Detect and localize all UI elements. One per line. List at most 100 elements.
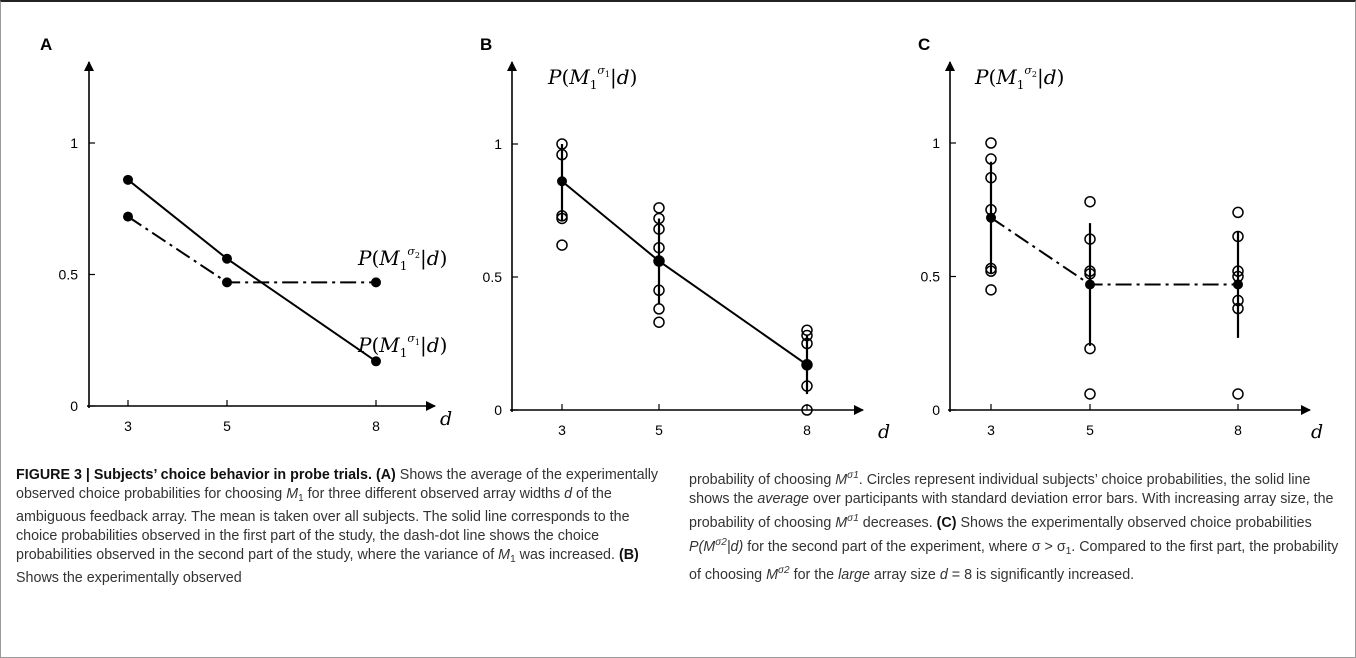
x-axis-label: d <box>878 421 890 443</box>
caption-math: M <box>766 567 779 583</box>
caption-text: > σ <box>1040 539 1066 555</box>
caption-math: P( <box>689 539 704 555</box>
caption-text: Shows the average of the experimentally … <box>16 467 659 502</box>
mean-point <box>986 212 996 223</box>
figure-charts: A B C 0 0.5 1 3 5 8 d 0 0.5 1 3 5 8 d 0 0.5 1 3 5 8 d P(M1… <box>40 35 1323 443</box>
caption-math: 1 <box>1065 546 1072 557</box>
mean-point <box>654 256 664 267</box>
panel-a: 0 0.5 1 3 5 8 d <box>59 61 452 434</box>
mean-point <box>371 356 381 367</box>
caption-math: M <box>703 539 716 555</box>
caption-text: probability of choosing <box>689 472 836 488</box>
panel-b-title: P(M1σ1|d) <box>547 64 637 92</box>
x-axis-label: d <box>440 408 452 430</box>
caption-text: for three different observed array width… <box>303 486 565 502</box>
subject-point <box>801 324 813 336</box>
x-tick-label: 8 <box>1234 422 1242 438</box>
y-tick-label: 0 <box>70 398 78 414</box>
series-line <box>127 179 377 363</box>
subject-point <box>1232 206 1244 219</box>
caption-text: for the second part of the experiment, w… <box>743 539 1041 555</box>
y-tick-label: 1 <box>494 136 502 152</box>
x-tick-label: 3 <box>987 422 995 438</box>
caption-math: M <box>498 547 511 563</box>
y-tick-label: 0 <box>494 402 502 418</box>
caption-math: M <box>835 515 848 531</box>
subject-point <box>985 137 997 149</box>
subject-point <box>653 303 665 315</box>
panel-b: 0 0.5 1 3 5 8 d <box>483 61 890 443</box>
panel-c: 0 0.5 1 3 5 8 d <box>921 61 1323 443</box>
caption-a-label: (A) <box>375 467 396 483</box>
caption-column-left: FIGURE 3 | Subjects’ choice behavior in … <box>16 466 671 588</box>
mean-point <box>222 277 232 288</box>
series-line <box>127 215 376 284</box>
x-tick-label: 8 <box>372 418 380 434</box>
panel-a-label-sigma1: P(M1σ1|d) <box>357 332 447 360</box>
panel-letter-a: A <box>40 35 52 54</box>
caption-text: Shows the experimentally observed choice… <box>956 515 1312 531</box>
subject-point <box>556 239 568 251</box>
subject-point <box>1084 195 1096 208</box>
mean-point <box>222 253 232 264</box>
x-axis-label: d <box>1311 421 1323 443</box>
caption-math: σ1 <box>847 513 859 524</box>
caption-math: M <box>286 486 299 502</box>
caption-text: . Circles represent individual subjects’… <box>689 472 1311 507</box>
subject-point <box>1084 388 1096 400</box>
y-tick-label: 0.5 <box>59 267 79 283</box>
panel-letter-c: C <box>918 35 930 54</box>
y-tick-label: 0.5 <box>483 269 503 285</box>
caption-text: for the <box>789 567 839 583</box>
panel-a-label-sigma2: P(M1σ2|d) <box>357 245 447 273</box>
caption-c-label: (C) <box>936 515 957 531</box>
mean-point <box>1233 279 1243 290</box>
y-tick-label: 0 <box>932 402 940 418</box>
x-tick-label: 5 <box>223 418 231 434</box>
x-tick-label: 5 <box>1086 422 1094 438</box>
caption-b-label: (B) <box>618 547 639 563</box>
panel-letter-b: B <box>480 35 492 54</box>
y-tick-label: 0.5 <box>921 269 941 285</box>
series-line <box>561 180 808 366</box>
caption-text: Shows the experimentally observed <box>16 570 242 586</box>
subject-point <box>801 404 813 416</box>
caption-math: d <box>564 486 573 502</box>
x-tick-label: 3 <box>558 422 566 438</box>
subject-point <box>985 284 997 296</box>
caption-text: = 8 is significantly increased. <box>947 567 1135 583</box>
caption-math: 1 <box>298 493 304 504</box>
caption-math: 1 <box>510 554 516 565</box>
subject-point <box>1232 388 1244 400</box>
panel-c-title: P(M1σ2|d) <box>974 64 1064 92</box>
caption-emphasis: average <box>757 491 810 507</box>
caption-math: d <box>939 567 948 583</box>
x-tick-label: 8 <box>803 422 811 438</box>
caption-column-right: probability of choosing Mσ1. Circles rep… <box>689 466 1344 585</box>
mean-point <box>123 174 133 185</box>
caption-text: array size <box>869 567 940 583</box>
caption-text: was increased. <box>515 547 619 563</box>
caption-math: σ2 <box>778 565 790 576</box>
caption-text: . Compared to the first part, the probab… <box>689 539 1339 583</box>
mean-point <box>1085 279 1095 290</box>
caption-text: over participants with standard deviatio… <box>689 491 1334 531</box>
caption-emphasis: large <box>838 567 870 583</box>
series-line <box>990 216 1238 286</box>
caption-text: decreases. <box>858 515 937 531</box>
caption-math: σ1 <box>847 470 859 481</box>
y-tick-label: 1 <box>70 135 78 151</box>
caption-math: σ2 <box>715 537 727 548</box>
x-tick-label: 5 <box>655 422 663 438</box>
mean-point <box>802 359 812 370</box>
caption-math: M <box>835 472 848 488</box>
x-tick-label: 3 <box>124 418 132 434</box>
mean-point <box>123 211 133 222</box>
subject-point <box>653 202 665 214</box>
caption-math: |d) <box>726 539 744 555</box>
caption-figure-label: FIGURE 3 | Subjects’ choice behavior in … <box>16 467 372 483</box>
caption-text: of the ambiguous feedback array. The mea… <box>16 486 630 563</box>
subject-point <box>653 316 665 328</box>
mean-point <box>371 277 381 288</box>
mean-point <box>557 176 567 187</box>
